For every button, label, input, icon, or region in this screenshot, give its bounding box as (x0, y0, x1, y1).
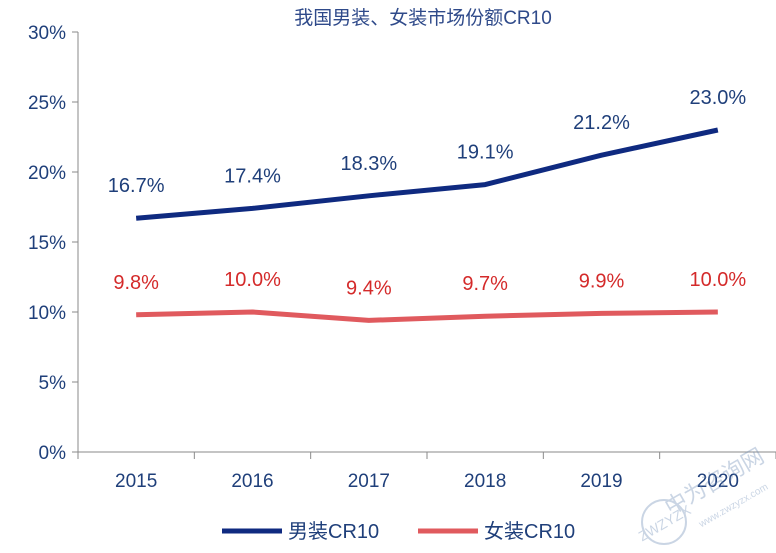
x-tick-label: 2019 (580, 471, 622, 492)
legend-label: 女装CR10 (484, 520, 575, 543)
watermark: ZWZYZX 中为咨询网 www.zwzyzx.com (636, 443, 770, 545)
data-label: 9.7% (462, 273, 508, 295)
data-label: 16.7% (108, 175, 165, 197)
watermark-logo (641, 499, 687, 545)
data-label: 19.1% (457, 142, 514, 164)
data-label: 10.0% (224, 269, 281, 291)
legend-label: 男装CR10 (288, 520, 379, 543)
data-label: 18.3% (340, 153, 397, 175)
data-label: 9.8% (113, 272, 159, 294)
data-label: 9.9% (579, 270, 625, 292)
x-tick-label: 2017 (348, 471, 390, 492)
series-line-2 (136, 309, 718, 323)
y-tick-label: 10% (28, 303, 66, 324)
y-tick-label: 20% (28, 163, 66, 184)
data-label: 17.4% (224, 165, 281, 187)
y-tick-label: 5% (39, 373, 67, 394)
x-tick-label: 2016 (231, 471, 273, 492)
legend: 男装CR10 女装CR10 (222, 520, 575, 543)
data-label: 23.0% (689, 87, 746, 109)
y-tick-label: 15% (28, 233, 66, 254)
data-label: 9.4% (346, 277, 392, 299)
axes: 0% 5% 10% 15% 20% 25% 30% 2015 2016 2017 2018 2019 2… (28, 23, 776, 492)
x-tick-label: 2020 (697, 471, 739, 492)
data-label: 10.0% (689, 269, 746, 291)
y-tick-label: 25% (28, 93, 66, 114)
series-layer (135, 127, 719, 323)
x-tick-label: 2015 (115, 471, 157, 492)
chart-title: 我国男装、女装市场份额CR10 (294, 7, 552, 29)
x-tick-label: 2018 (464, 471, 506, 492)
y-tick-label: 0% (39, 443, 67, 464)
series-line-1 (135, 127, 719, 221)
data-label: 21.2% (573, 112, 630, 134)
watermark-text: 中为咨询网 (660, 443, 768, 520)
data-labels: 16.7% 17.4% 18.3% 19.1% 21.2% 23.0% 9.8% 10.0% 9… (108, 87, 747, 299)
y-tick-label: 30% (28, 23, 66, 44)
